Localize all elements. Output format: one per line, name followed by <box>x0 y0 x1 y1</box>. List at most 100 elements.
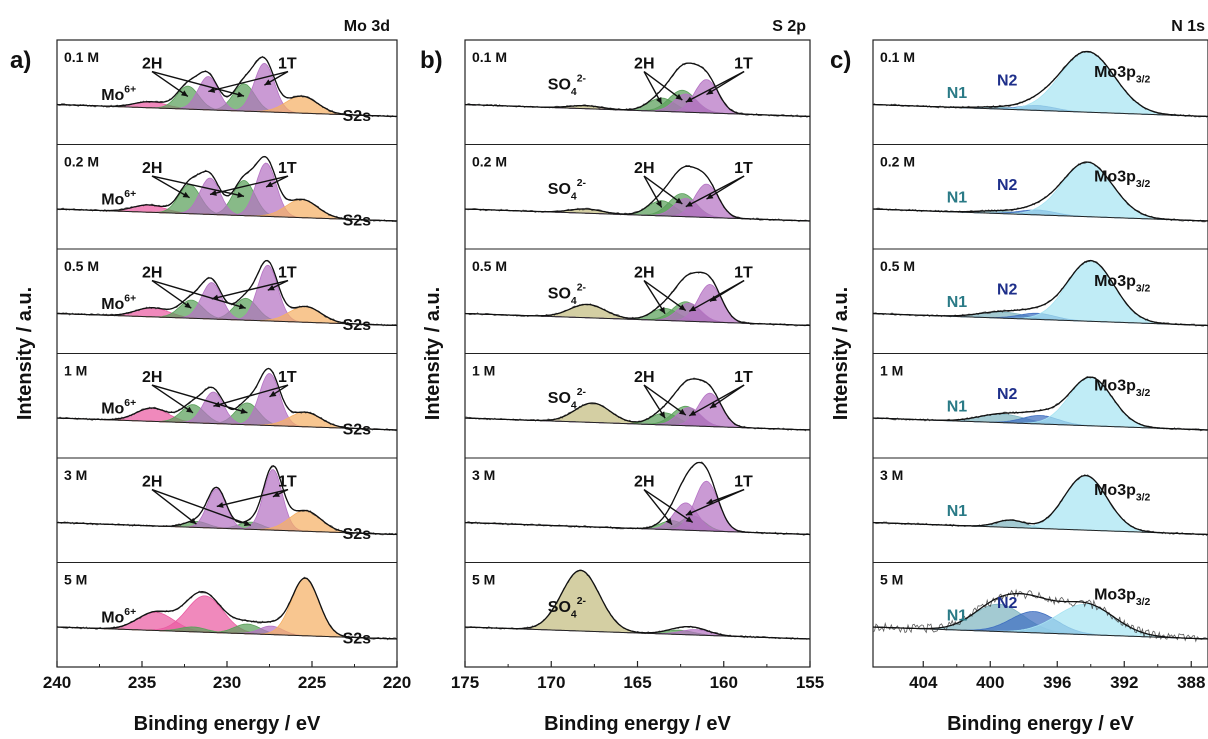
arrow-1t <box>685 175 745 208</box>
arrow-2h <box>643 384 687 416</box>
arrow-head <box>709 402 717 409</box>
x-tick-label: 160 <box>710 673 738 692</box>
peak-label-mo6-part: Mo <box>101 191 124 208</box>
arrow-head <box>665 517 672 525</box>
peak-label-s2s: S2s <box>343 108 372 125</box>
arrow-head <box>237 191 244 198</box>
fit-envelope <box>872 474 1208 536</box>
arrow-1t <box>709 279 745 302</box>
fit-envelope <box>464 62 811 118</box>
peak-label-so42-part: 2- <box>577 596 587 607</box>
spectrum-0.1m: 0.1 M SO42- 2H 1T <box>464 49 811 118</box>
x-tick-label: 240 <box>43 673 71 692</box>
peak-label-mo3p32-part: 3/2 <box>1136 388 1151 399</box>
concentration-label: 0.2 M <box>64 154 99 170</box>
component-2h <box>464 301 811 326</box>
arrow-head <box>184 302 192 309</box>
arrow-2h <box>151 279 192 309</box>
arrow-1t <box>213 384 289 407</box>
arrow-1t <box>208 70 289 93</box>
peak-label-s2s: S2s <box>343 421 372 438</box>
peak-label-n1: N1 <box>947 607 968 624</box>
peak-label-so42: SO42- <box>548 387 587 412</box>
concentration-label: 0.2 M <box>880 154 915 170</box>
arrow-1t <box>706 175 745 200</box>
arrow-2h <box>151 279 246 309</box>
peak-label-mo3p32-part: 3/2 <box>1136 493 1151 504</box>
peak-label-s2s-part: S2s <box>343 108 372 125</box>
arrow-head <box>709 295 717 302</box>
concentration-label: 1 M <box>472 363 495 379</box>
arrow-head <box>678 408 686 416</box>
arrow-head <box>655 200 662 208</box>
component-so42 <box>464 402 811 431</box>
peak-label-2h-part: 2H <box>634 474 654 491</box>
peak-label-n2: N2 <box>997 72 1018 89</box>
peak-label-s2s: S2s <box>343 212 372 229</box>
peak-label-mo6-part: Mo <box>101 87 124 104</box>
peak-label-1t: 1T <box>734 160 753 177</box>
peak-label-1t-part: 1T <box>734 369 753 386</box>
arrow-2h <box>151 70 245 97</box>
arrow-1t <box>216 488 289 508</box>
component-1t <box>464 198 811 222</box>
panel-title: N 1s <box>1171 18 1205 35</box>
peak-label-mo6: Mo6+ <box>101 398 136 417</box>
peak-label-n1-part: N1 <box>947 607 968 624</box>
peak-label-so42-part: SO <box>548 390 571 407</box>
peak-label-so42: SO42- <box>548 596 587 621</box>
y-axis-title: Intensity / a.u. <box>830 287 852 420</box>
peak-label-mo6-part: 6+ <box>124 398 136 409</box>
measured-spectrum <box>872 588 1208 643</box>
fit-envelope <box>56 577 398 640</box>
arrow-head <box>210 190 217 196</box>
component-mo3p32 <box>872 376 1208 431</box>
x-tick-label: 396 <box>1043 673 1071 692</box>
peak-label-so42: SO42- <box>548 178 587 203</box>
x-tick-label: 165 <box>623 673 651 692</box>
peak-label-n1-part: N1 <box>947 398 968 415</box>
peak-label-so42-part: 4 <box>571 87 577 98</box>
spectrum-5m: 5 M SO42- <box>464 562 811 640</box>
spectrum-0.1m: 0.1 M N1 N2 Mo3p3/2 <box>872 49 1208 118</box>
component-1t <box>464 302 811 326</box>
arrow-head <box>180 90 188 97</box>
spectrum-0.1m: 0.1 M Mo6+ 2H 1T S2s <box>56 49 398 125</box>
arrow-head <box>237 91 244 98</box>
peak-label-s2s: S2s <box>343 630 372 647</box>
peak-label-n2: N2 <box>997 281 1018 298</box>
peak-label-2h: 2H <box>634 56 654 73</box>
x-tick-label: 175 <box>451 673 479 692</box>
peak-label-so42-part: 4 <box>571 401 577 412</box>
peak-label-so42-part: SO <box>548 181 571 198</box>
peak-label-mo3p32-part: Mo3p <box>1094 377 1136 394</box>
peak-label-mo3p32-part: Mo3p <box>1094 64 1136 81</box>
peak-label-mo6-part: Mo <box>101 296 124 313</box>
peak-label-2h: 2H <box>142 56 162 73</box>
concentration-label: 1 M <box>880 363 903 379</box>
arrow-1t <box>685 70 745 103</box>
arrow-head <box>685 96 693 103</box>
peak-label-s2s-part: S2s <box>343 212 372 229</box>
peak-label-mo3p32: Mo3p3/2 <box>1094 377 1150 399</box>
arrow-head <box>182 191 190 198</box>
fit-envelope <box>56 155 398 222</box>
concentration-label: 0.2 M <box>472 154 507 170</box>
spectrum-3m: 3 M N1 Mo3p3/2 <box>872 457 1208 537</box>
peak-label-mo3p32-part: Mo3p <box>1094 482 1136 499</box>
peak-label-1t-part: 1T <box>734 265 753 282</box>
concentration-label: 3 M <box>472 467 495 483</box>
arrow-head <box>685 201 693 207</box>
peak-label-s2s-part: S2s <box>343 421 372 438</box>
arrow-head <box>216 502 224 508</box>
fit-envelope <box>464 165 811 222</box>
arrow-head <box>243 520 251 526</box>
component-2h <box>464 89 811 117</box>
peak-label-2h: 2H <box>142 369 162 386</box>
peak-label-n2-part: N2 <box>997 177 1018 194</box>
component-2h <box>464 405 811 431</box>
peak-label-mo3p32-part: Mo3p <box>1094 168 1136 185</box>
fit-envelope <box>464 461 811 536</box>
spectrum-1m: 1 M N1 N2 Mo3p3/2 <box>872 353 1208 432</box>
spectrum-3m: 3 M 2H 1T <box>464 457 811 536</box>
